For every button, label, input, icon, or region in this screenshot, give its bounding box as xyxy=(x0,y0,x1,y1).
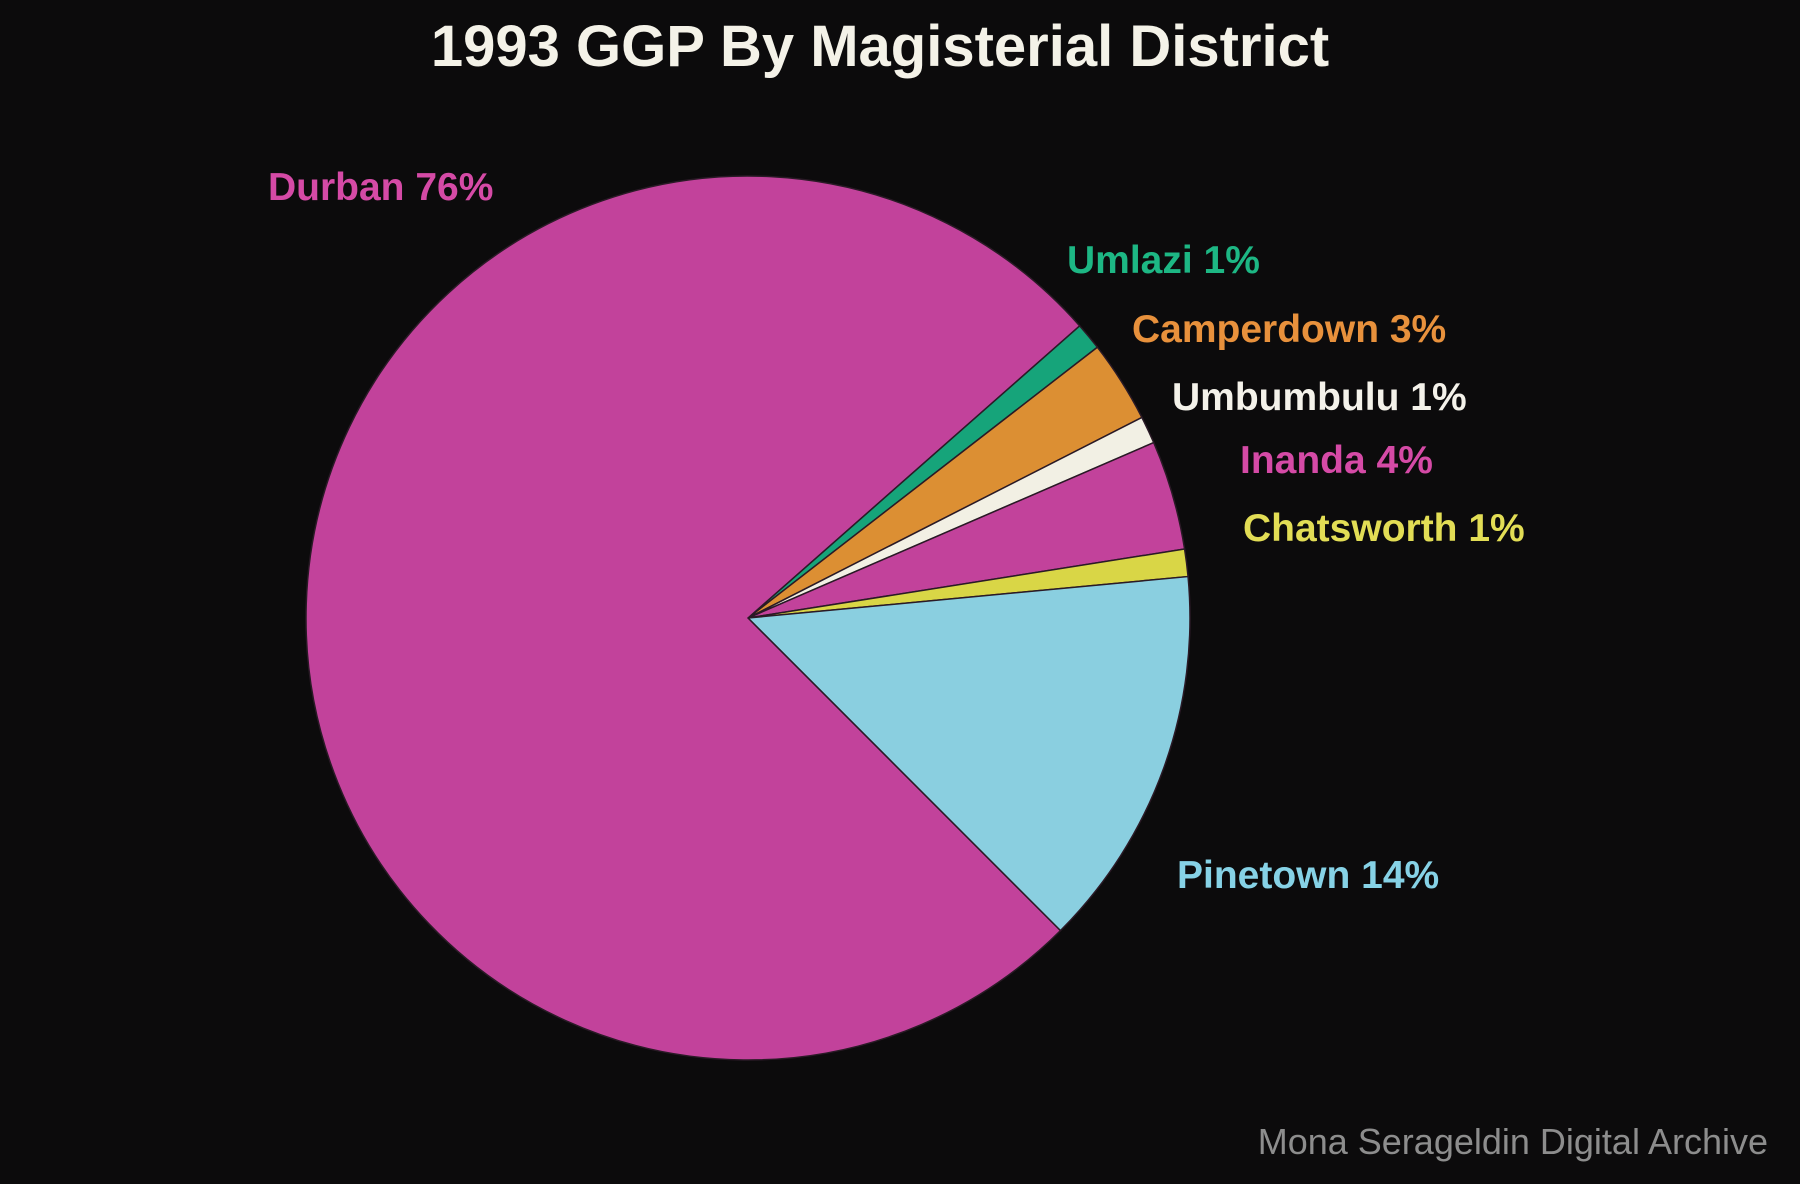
archive-watermark: Mona Serageldin Digital Archive xyxy=(1258,1121,1768,1162)
slice-label-chatsworth: Chatsworth 1% xyxy=(1243,507,1525,550)
slice-label-pinetown: Pinetown 14% xyxy=(1177,854,1439,897)
pie-slice-durban xyxy=(305,175,1081,1061)
slice-label-umlazi: Umlazi 1% xyxy=(1067,239,1260,282)
pie-slices xyxy=(305,175,1191,1061)
slice-label-camperdown: Camperdown 3% xyxy=(1132,308,1446,351)
slice-label-inanda: Inanda 4% xyxy=(1240,439,1433,482)
slice-labels: Durban 76% Umlazi 1% Camperdown 3% Umbumbul… xyxy=(268,166,1525,897)
slice-label-umbumbulu: Umbumbulu 1% xyxy=(1172,376,1467,419)
chart-title: 1993 GGP By Magisterial District xyxy=(431,14,1329,79)
pie-slice-pinetown xyxy=(746,575,1191,932)
slice-label-durban: Durban 76% xyxy=(268,166,493,209)
